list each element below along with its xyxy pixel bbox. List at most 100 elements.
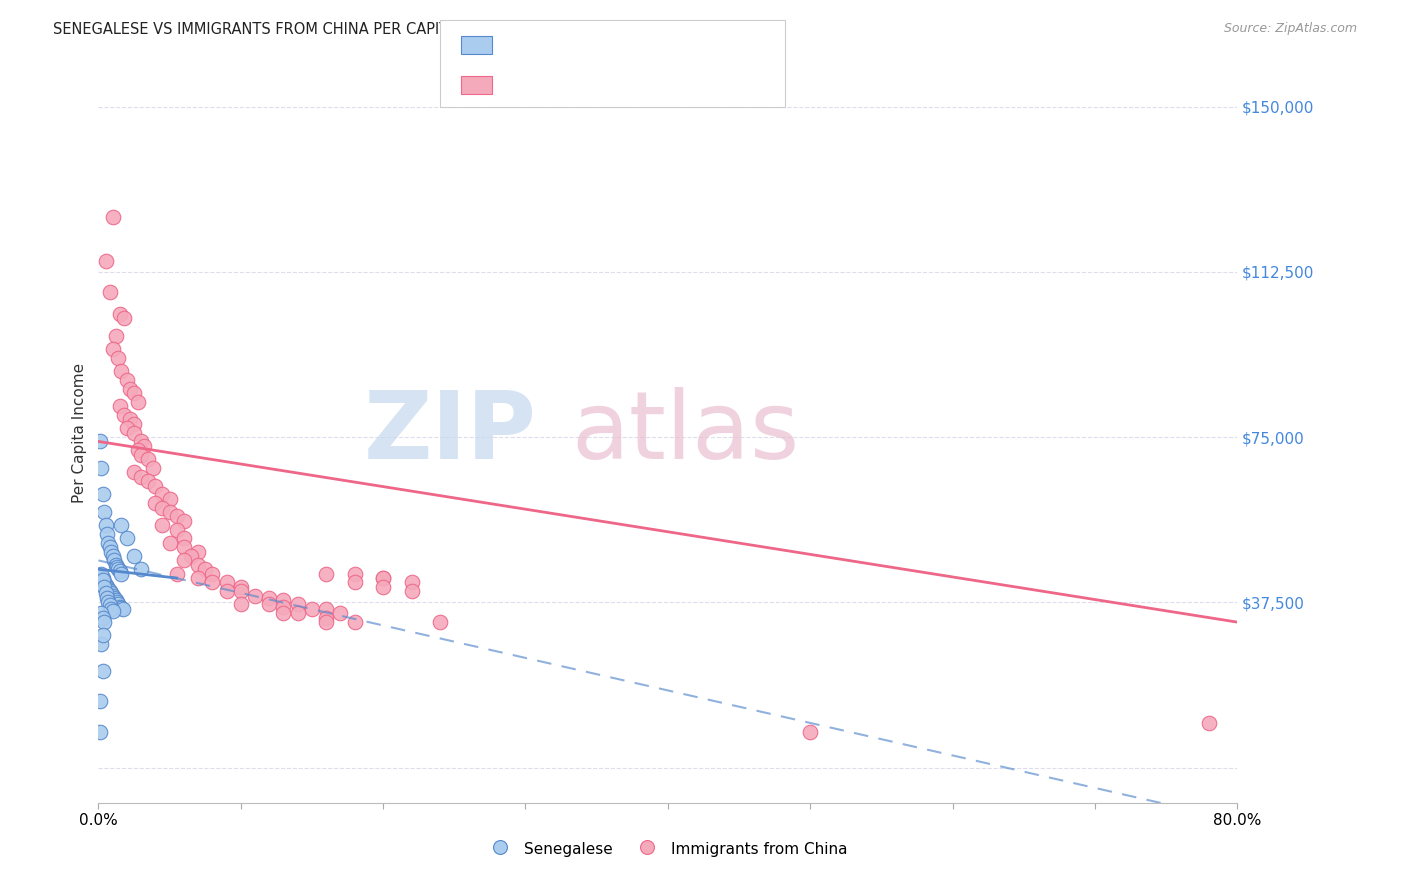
Text: ZIP: ZIP — [364, 386, 537, 479]
Point — [101, 210, 124, 224]
Point — [127, 443, 149, 458]
Point — [91, 487, 114, 501]
Point — [104, 328, 127, 343]
Point — [118, 412, 141, 426]
Point — [243, 589, 266, 603]
Point — [94, 577, 117, 591]
Point — [93, 575, 115, 590]
Point — [94, 253, 117, 268]
Point — [122, 417, 145, 431]
Point — [136, 452, 159, 467]
Point — [799, 725, 821, 739]
Point — [98, 540, 121, 554]
Point — [159, 536, 181, 550]
Point — [107, 598, 129, 612]
Point — [152, 518, 174, 533]
Point — [215, 575, 238, 590]
Point — [94, 518, 117, 533]
Point — [287, 598, 309, 612]
Point — [101, 342, 124, 356]
Text: -0.065: -0.065 — [543, 37, 595, 51]
Text: N =: N = — [619, 78, 651, 92]
Point — [273, 607, 295, 621]
Point — [1198, 716, 1220, 731]
Point — [145, 496, 167, 510]
Point — [315, 610, 337, 624]
Text: R =: R = — [503, 37, 534, 51]
Point — [173, 514, 195, 528]
Point — [101, 549, 124, 563]
Point — [112, 408, 135, 422]
Point — [429, 615, 451, 629]
Point — [166, 566, 188, 581]
Point — [194, 562, 217, 576]
Point — [91, 610, 114, 624]
Point — [343, 566, 366, 581]
Point — [401, 584, 423, 599]
Point — [145, 478, 167, 492]
Point — [343, 575, 366, 590]
Point — [215, 584, 238, 599]
Point — [115, 373, 138, 387]
Point — [110, 566, 132, 581]
Point — [229, 584, 252, 599]
Text: 81: 81 — [658, 78, 679, 92]
Point — [373, 571, 395, 585]
Point — [159, 505, 181, 519]
Point — [90, 637, 112, 651]
Point — [90, 566, 112, 581]
Point — [98, 584, 121, 599]
Point — [273, 593, 295, 607]
Point — [132, 439, 155, 453]
Point — [110, 518, 132, 533]
Point — [115, 421, 138, 435]
Point — [118, 382, 141, 396]
Point — [108, 565, 131, 579]
Point — [201, 575, 224, 590]
Point — [94, 586, 117, 600]
Point — [91, 571, 114, 585]
Point — [108, 599, 131, 614]
Point — [315, 615, 337, 629]
Point — [166, 523, 188, 537]
Point — [343, 615, 366, 629]
Point — [100, 544, 122, 558]
Point — [96, 527, 118, 541]
Point — [105, 595, 128, 609]
Point — [159, 491, 181, 506]
Point — [89, 694, 111, 708]
Point — [373, 580, 395, 594]
Point — [187, 544, 209, 558]
Text: atlas: atlas — [571, 386, 799, 479]
Point — [180, 549, 202, 563]
Point — [136, 474, 159, 488]
Text: R =: R = — [503, 78, 534, 92]
Text: N =: N = — [619, 37, 651, 51]
Point — [315, 566, 337, 581]
Point — [173, 532, 195, 546]
Point — [122, 465, 145, 479]
Point — [107, 351, 129, 365]
Point — [96, 580, 118, 594]
Point — [108, 307, 131, 321]
Point — [173, 540, 195, 554]
Point — [129, 434, 152, 449]
Point — [104, 558, 127, 572]
Point — [98, 599, 121, 613]
Text: SENEGALESE VS IMMIGRANTS FROM CHINA PER CAPITA INCOME CORRELATION CHART: SENEGALESE VS IMMIGRANTS FROM CHINA PER … — [53, 22, 683, 37]
Point — [96, 591, 118, 605]
Point — [110, 364, 132, 378]
Point — [141, 461, 163, 475]
Point — [97, 536, 120, 550]
Point — [100, 586, 122, 600]
Point — [107, 562, 129, 576]
Point — [259, 598, 281, 612]
Point — [152, 487, 174, 501]
Point — [89, 434, 111, 449]
Point — [301, 602, 323, 616]
Point — [110, 601, 132, 615]
Point — [129, 448, 152, 462]
Point — [122, 549, 145, 563]
Point — [93, 505, 115, 519]
Point — [173, 553, 195, 567]
